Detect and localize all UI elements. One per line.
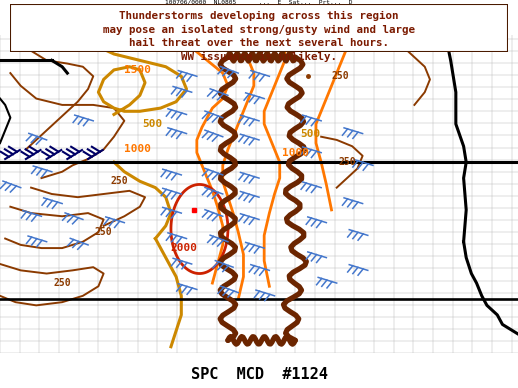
Text: 250: 250 (338, 157, 356, 167)
Text: 250: 250 (332, 71, 349, 81)
Text: 1000: 1000 (282, 148, 309, 158)
Text: 1000: 1000 (124, 144, 151, 154)
Text: 500: 500 (142, 119, 163, 129)
Text: 250: 250 (95, 227, 112, 237)
Text: 100706/0000  NL0805      ...  E  Sat...  Prt...  D: 100706/0000 NL0805 ... E Sat... Prt... D (165, 0, 353, 4)
Text: 250: 250 (110, 176, 128, 186)
FancyBboxPatch shape (10, 4, 508, 52)
Text: 250: 250 (53, 278, 71, 288)
Text: SPC  MCD  #1124: SPC MCD #1124 (191, 367, 327, 382)
Text: 500: 500 (300, 128, 321, 139)
Text: Thunderstorms developing across this region
may pose an isolated strong/gusty wi: Thunderstorms developing across this reg… (103, 11, 415, 62)
Text: 1500: 1500 (124, 65, 151, 75)
Text: 2000: 2000 (170, 243, 197, 253)
